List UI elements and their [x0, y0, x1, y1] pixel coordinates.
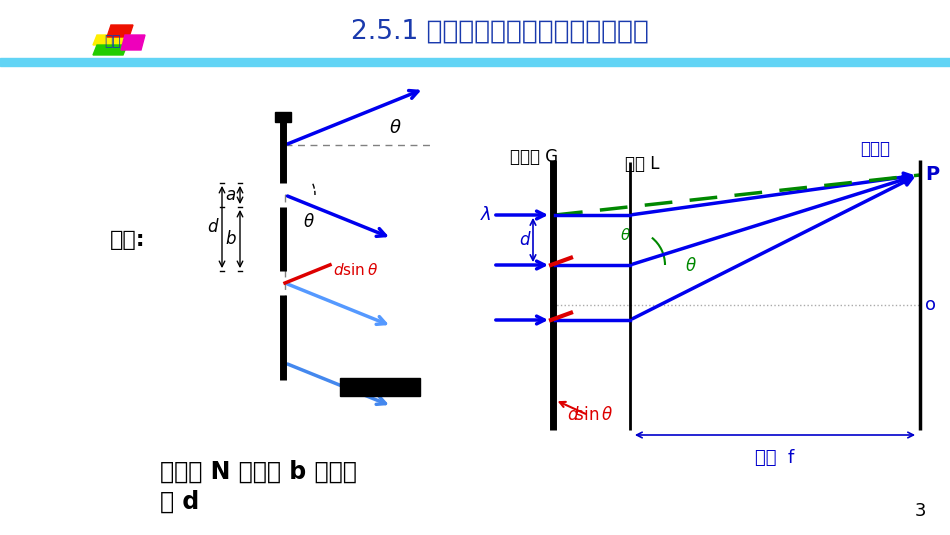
Text: $d\!\sin\theta$: $d\!\sin\theta$ [567, 406, 614, 424]
Polygon shape [121, 35, 145, 50]
Text: 总缝数 N ，缝宽 b ，缝间: 总缝数 N ，缝宽 b ，缝间 [160, 460, 357, 484]
Text: 缝平面 G: 缝平面 G [510, 148, 559, 166]
Text: $d\sin\theta$: $d\sin\theta$ [333, 262, 378, 278]
Text: $\theta$: $\theta$ [685, 257, 697, 275]
Bar [340, 378, 420, 396]
Text: λ: λ [481, 206, 491, 224]
Text: $\theta$: $\theta$ [390, 119, 402, 137]
Text: 观察屏: 观察屏 [860, 140, 890, 158]
Text: d: d [520, 231, 530, 249]
Text: 光学: 光学 [104, 34, 122, 48]
Polygon shape [93, 35, 127, 45]
Text: a: a [226, 186, 236, 204]
Bar [0, 58, 950, 66]
Text: 焦距  f: 焦距 f [755, 449, 794, 467]
Text: 距 d: 距 d [160, 490, 200, 514]
Text: 透镜 L: 透镜 L [625, 155, 659, 173]
Polygon shape [93, 45, 127, 55]
Text: o: o [925, 296, 936, 314]
Text: 3: 3 [914, 502, 925, 520]
Text: 2.5.1 实验装置及物理图像的定性分析: 2.5.1 实验装置及物理图像的定性分析 [352, 19, 649, 45]
Bar [275, 112, 291, 122]
Text: d: d [207, 218, 218, 236]
Text: $\theta$: $\theta$ [303, 213, 314, 231]
Polygon shape [107, 25, 133, 37]
Text: b: b [225, 230, 236, 248]
Text: P: P [925, 165, 940, 185]
Bar [0, 0, 950, 65]
Text: $\theta$: $\theta$ [620, 227, 631, 243]
Text: 缝距:: 缝距: [110, 230, 145, 250]
